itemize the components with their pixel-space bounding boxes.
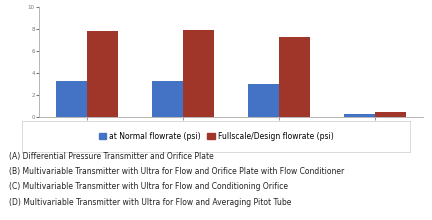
Text: (A) Differential Pressure Transmitter and Orifice Plate: (A) Differential Pressure Transmitter an…: [9, 152, 213, 161]
Bar: [279, 37, 310, 117]
Bar: [56, 81, 87, 117]
Bar: [183, 30, 214, 117]
Text: (D) Multivariable Transmitter with Ultra for Flow and Averaging Pitot Tube: (D) Multivariable Transmitter with Ultra…: [9, 198, 291, 207]
Bar: [375, 112, 406, 117]
Text: (B) Multivariable Transmitter with Ultra for Flow and Orifice Plate with Flow Co: (B) Multivariable Transmitter with Ultra…: [9, 167, 344, 176]
Bar: [87, 31, 118, 117]
Bar: [344, 114, 375, 117]
Bar: [248, 84, 279, 117]
Legend: at Normal flowrate (psi), Fullscale/Design flowrate (psi): at Normal flowrate (psi), Fullscale/Desi…: [96, 130, 336, 143]
Text: (C) Multivariable Transmitter with Ultra for Flow and Conditioning Orifice: (C) Multivariable Transmitter with Ultra…: [9, 182, 288, 191]
Bar: [152, 81, 183, 117]
